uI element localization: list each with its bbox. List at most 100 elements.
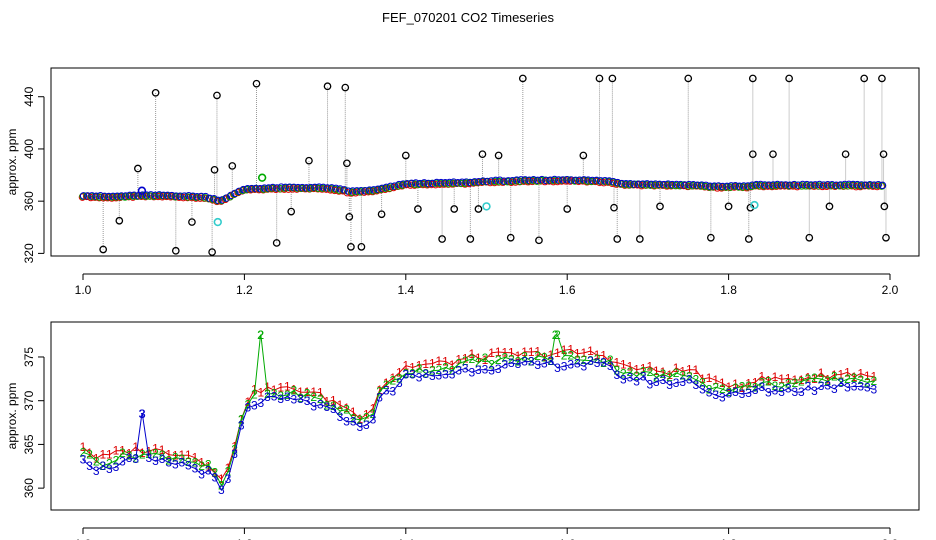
baseline-point (856, 182, 865, 191)
series-1-point-label: 1 (712, 373, 719, 387)
series-3-point-label: 3 (284, 390, 291, 404)
baseline-point (415, 180, 424, 189)
series-3-point-label: 3 (132, 452, 139, 466)
series-3-point-label: 3 (501, 358, 508, 372)
baseline-point (853, 181, 861, 190)
bottom-y-axis: 360 365 370 375 (22, 347, 45, 498)
series-3-point-label: 3 (640, 370, 647, 384)
series-1-point-label: 1 (165, 448, 172, 462)
baseline-point (576, 176, 584, 184)
baseline-point (91, 193, 99, 201)
series-1-point-label: 1 (554, 346, 561, 360)
baseline-point (667, 182, 675, 190)
series-2-point-label: 2 (244, 397, 251, 411)
series-2-point-label: 2 (343, 403, 350, 417)
series-1-point-label: 1 (442, 355, 449, 369)
outlier-point (535, 236, 543, 245)
baseline-point (857, 181, 866, 189)
series-2-point-label: 2 (818, 372, 825, 386)
series-2-point-label: 2 (146, 447, 153, 461)
outlier-point (841, 150, 850, 159)
baseline-point (693, 181, 702, 189)
baseline-point (419, 180, 427, 189)
series-3-point-label: 3 (251, 399, 258, 413)
x-tick-label: 1.4 (397, 537, 414, 540)
baseline-point (117, 192, 125, 201)
series-1-point-label: 1 (350, 405, 357, 419)
outlier-point (635, 235, 644, 243)
series-3-point-label: 3 (739, 387, 746, 401)
series-1-point-label: 1 (607, 355, 614, 369)
series-1-point-label: 1 (501, 346, 508, 360)
baseline-point (759, 182, 768, 191)
series-3-point-label: 3 (86, 459, 93, 473)
series-1-point-label: 1 (791, 373, 798, 387)
series-3-point-label: 3 (851, 379, 858, 393)
series-1-point-label: 1 (857, 367, 864, 381)
series-2-point-label: 2 (192, 455, 199, 469)
series-3-point-label: 3 (475, 363, 482, 377)
baseline-point (192, 193, 201, 202)
series-1-point-label: 1 (844, 365, 851, 379)
baseline-point (848, 182, 856, 190)
series-2-point-label: 2 (482, 351, 489, 365)
x-tick-label: 1.2 (236, 537, 253, 540)
baseline-point (533, 177, 541, 185)
outlier-point (345, 212, 354, 221)
baseline-point (743, 183, 752, 191)
baseline-point (264, 184, 272, 193)
series-1-point-label: 1 (403, 359, 410, 373)
baseline-point (243, 185, 252, 193)
outlier-point (323, 82, 332, 91)
series-3-point-label: 3 (613, 368, 620, 382)
baseline-point (391, 182, 399, 190)
baseline-point (306, 183, 315, 192)
outlier-point (769, 150, 777, 159)
series-2-point-label: 2 (871, 374, 878, 388)
series-2-point-label: 2 (317, 392, 324, 406)
series-3-point-label: 3 (699, 382, 706, 396)
series-1-point-label: 1 (192, 451, 199, 465)
series-3-point-label: 3 (416, 371, 423, 385)
series-2-point-label: 2 (330, 399, 337, 413)
baseline-point (776, 182, 785, 190)
series-2-point-label: 2 (376, 384, 383, 398)
series-1-point-label: 1 (297, 385, 304, 399)
baseline-point (558, 177, 566, 185)
series-2-point-label: 2 (864, 375, 871, 389)
series-3-point-label: 3 (449, 367, 456, 381)
series-3-point-label: 3 (231, 447, 238, 461)
outlier-point (357, 243, 366, 251)
series-2-point-label: 2 (607, 353, 614, 367)
series-1-point-label: 1 (277, 380, 284, 394)
series-1-point-label: 1 (106, 448, 113, 462)
series-2-point-label: 2 (679, 369, 686, 383)
baseline-point (878, 182, 886, 190)
series-3-point-label: 3 (574, 357, 581, 371)
series-1-point-label: 1 (416, 358, 423, 372)
series-2-point-label: 2 (297, 391, 304, 405)
series-3-point-label: 3 (139, 407, 146, 421)
series-3-point-label: 3 (791, 385, 798, 399)
baseline-point (142, 191, 151, 199)
series-2-point-label: 2 (370, 407, 377, 421)
baseline-point (352, 187, 361, 196)
series-2-point-label: 2 (541, 350, 548, 364)
series-2-point-label: 2 (80, 445, 87, 459)
series-2-point-label: 2 (304, 387, 311, 401)
series-1-point-label: 1 (732, 377, 739, 391)
series-3-point-label: 3 (805, 379, 812, 393)
series-3-point-label: 3 (831, 382, 838, 396)
baseline-point (520, 176, 529, 185)
series-3-point-label: 3 (304, 394, 311, 408)
series-3-point-label: 3 (561, 359, 568, 373)
series-1-point-label: 1 (772, 370, 779, 384)
baseline-point (112, 193, 120, 202)
series-1-point-label: 1 (99, 447, 106, 461)
baseline-point (768, 182, 777, 190)
series-1-point-label: 1 (93, 451, 100, 465)
series-1-point-label: 1 (370, 401, 377, 415)
series-3-point-label: 3 (165, 455, 172, 469)
series-3-point-label: 3 (179, 455, 186, 469)
series-1-point-label: 1 (686, 363, 693, 377)
